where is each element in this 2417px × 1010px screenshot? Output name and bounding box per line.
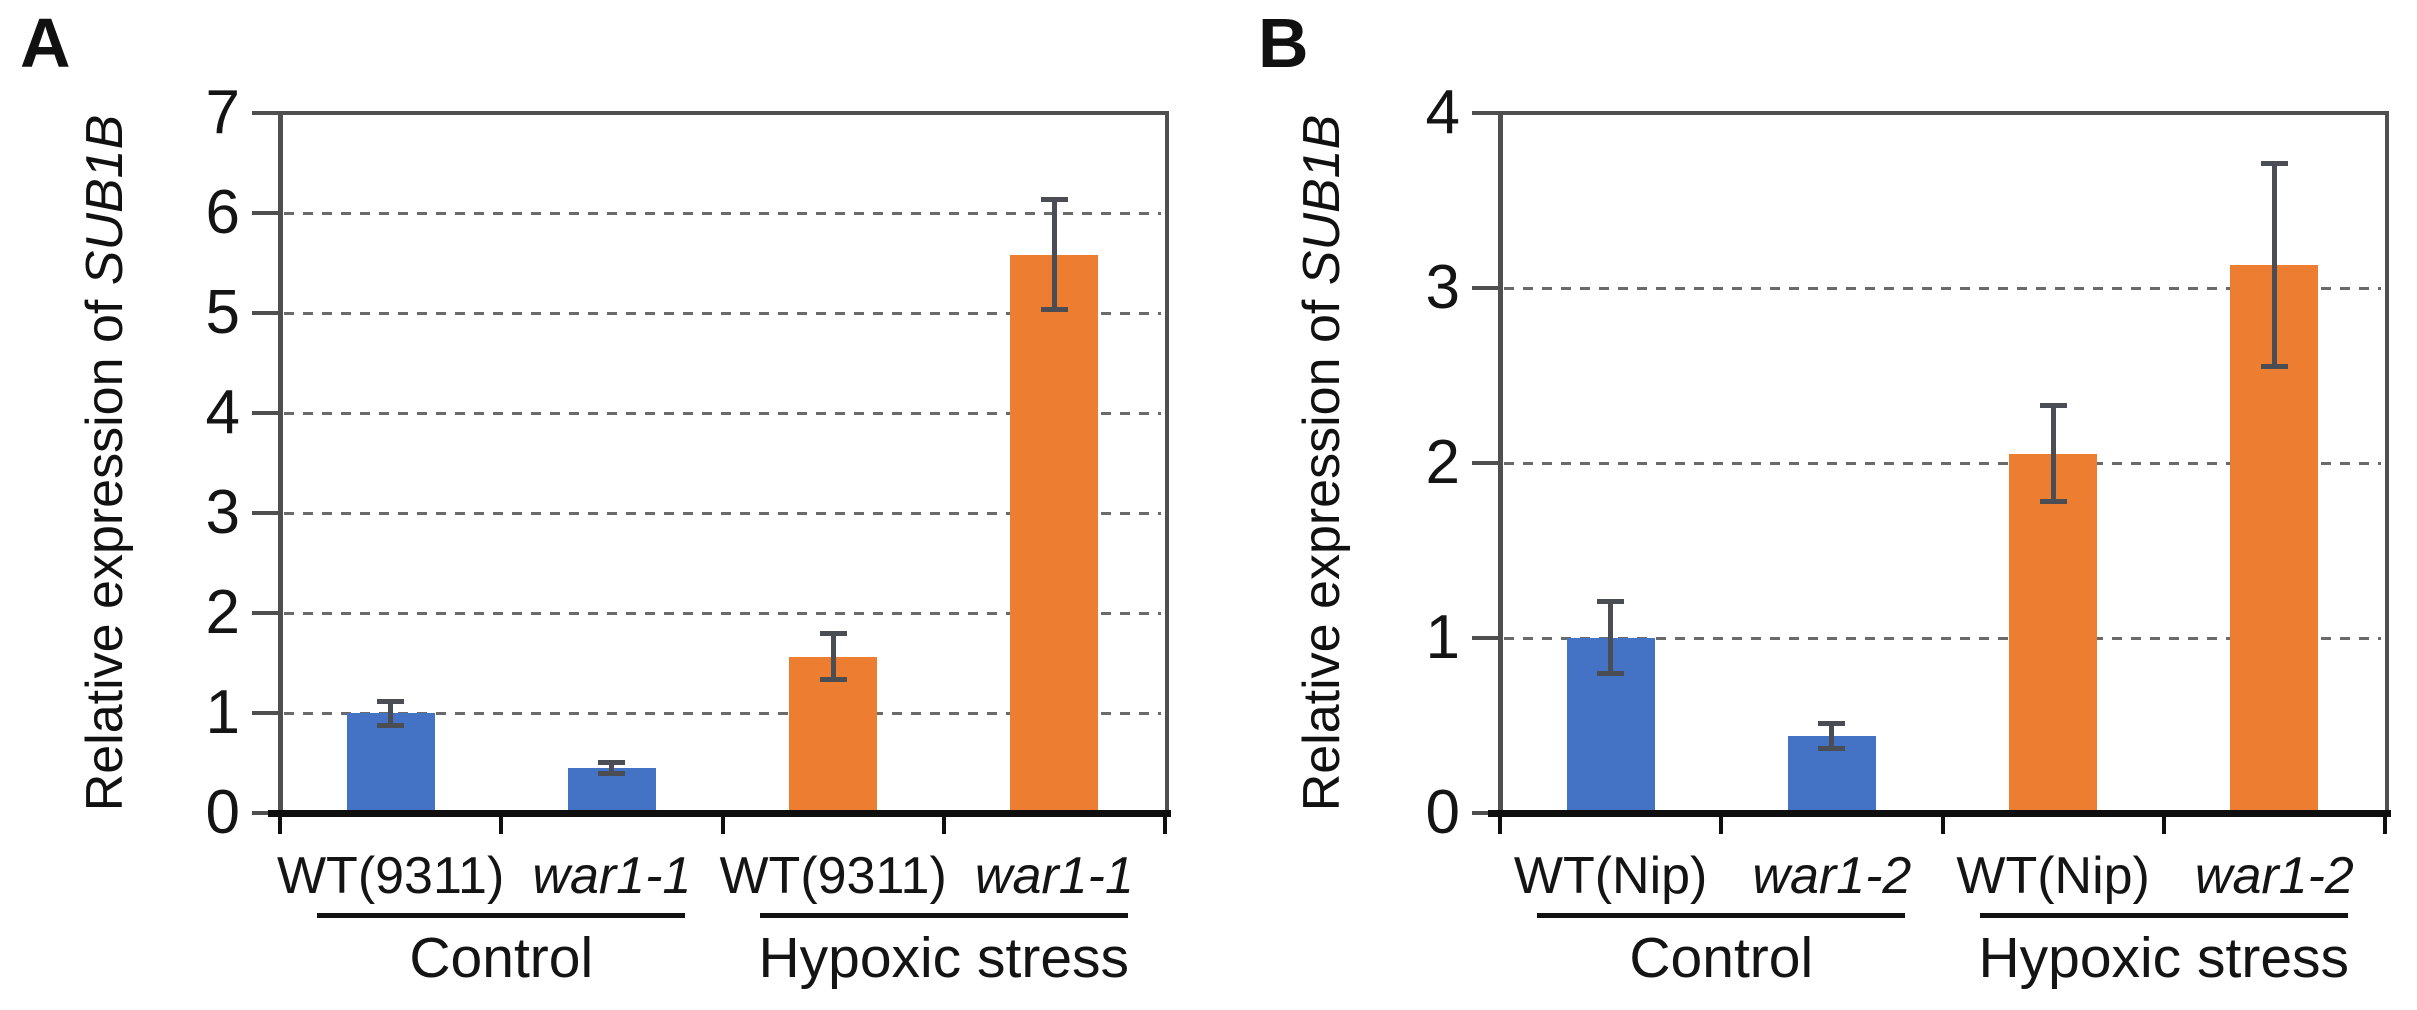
error-bar-line — [830, 633, 836, 679]
bar-wt-9311- — [789, 657, 878, 813]
plot-area — [278, 111, 1169, 813]
x-axis-tick — [499, 816, 504, 834]
y-axis-tick-label: 3 — [205, 478, 240, 547]
x-axis-tick — [2383, 816, 2387, 834]
y-axis-tick — [252, 811, 280, 815]
y-axis-tick — [252, 211, 280, 215]
x-axis-tick — [941, 816, 946, 834]
y-axis-tick-label: 5 — [205, 278, 240, 347]
gridline — [284, 211, 1161, 215]
category-label: WT(Nip) — [1513, 847, 1708, 905]
y-axis-tick — [252, 111, 280, 115]
y-axis-tick-label: 6 — [205, 178, 240, 247]
group-label: Control — [409, 926, 594, 990]
y-axis-tick-label: 7 — [205, 78, 240, 147]
gridline — [284, 311, 1161, 315]
y-axis-tick-label: 1 — [205, 678, 240, 747]
bar-war1-1 — [567, 768, 656, 813]
panel-letter: A — [20, 4, 71, 82]
gridline — [284, 611, 1161, 615]
y-axis-tick-label: 2 — [1425, 428, 1460, 497]
error-bar-cap-top — [1040, 196, 1068, 202]
group-underline — [759, 913, 1128, 918]
y-axis-tick-label: 0 — [1425, 778, 1460, 847]
error-bar-cap-bottom — [598, 770, 626, 776]
group-label: Control — [1629, 926, 1814, 990]
y-axis-tick — [252, 511, 280, 515]
gridline — [1504, 636, 2381, 640]
error-bar-cap-bottom — [1597, 670, 1625, 676]
y-axis-tick — [252, 611, 280, 615]
gridline — [1504, 286, 2381, 290]
group-underline — [1537, 913, 1906, 918]
y-axis-tick — [252, 411, 280, 415]
error-bar-cap-top — [819, 630, 847, 636]
error-bar-line — [1829, 723, 1835, 749]
group-label: Hypoxic stress — [1978, 926, 2350, 990]
category-label: war1-1 — [974, 847, 1134, 905]
gridline — [1504, 461, 2381, 465]
gridline — [284, 711, 1161, 715]
error-bar-cap-bottom — [377, 722, 405, 728]
gridline — [284, 511, 1161, 515]
x-axis-tick — [720, 816, 725, 834]
error-bar-line — [1051, 199, 1057, 309]
error-bar-cap-top — [1597, 598, 1625, 604]
group-underline — [1979, 913, 2348, 918]
bar-wt-9311- — [346, 713, 435, 813]
error-bar-cap-bottom — [2260, 364, 2288, 370]
group-underline — [317, 913, 686, 918]
error-bar-cap-top — [2039, 402, 2067, 408]
group-label: Hypoxic stress — [758, 926, 1130, 990]
y-axis-tick-label: 4 — [1425, 78, 1460, 147]
category-label: WT(Nip) — [1956, 847, 2150, 905]
error-bar-cap-bottom — [2039, 499, 2067, 504]
y-axis-tick — [1472, 811, 1500, 815]
plot-area — [1498, 111, 2389, 813]
y-axis-tick-label: 1 — [1425, 603, 1460, 672]
y-axis-tick — [252, 711, 280, 715]
x-axis-tick — [1163, 816, 1167, 834]
category-label: WT(9311) — [276, 847, 505, 905]
x-axis-line — [1488, 810, 2391, 817]
y-axis-tick-label: 3 — [1425, 253, 1460, 322]
y-axis-tick-label: 0 — [205, 778, 240, 847]
y-axis-tick — [1472, 636, 1500, 640]
error-bar-line — [2050, 405, 2056, 502]
error-bar-line — [2271, 163, 2277, 367]
y-axis-tick-label: 4 — [205, 378, 240, 447]
error-bar-cap-bottom — [1818, 745, 1846, 751]
category-label: WT(9311) — [719, 847, 947, 905]
y-axis-tick — [1472, 286, 1500, 290]
x-axis-tick — [1498, 816, 1502, 834]
error-bar-line — [609, 762, 615, 773]
error-bar-line — [388, 701, 394, 725]
y-axis-tick — [1472, 461, 1500, 465]
y-axis-tick — [252, 311, 280, 315]
error-bar-cap-bottom — [819, 676, 847, 682]
bar-war1-1 — [1010, 255, 1099, 813]
error-bar-cap-bottom — [1040, 306, 1068, 312]
error-bar-cap-top — [377, 698, 405, 704]
y-axis-title-text: Relative expression of — [1293, 285, 1351, 812]
x-axis-tick — [278, 816, 282, 834]
bar-wt-nip- — [2009, 454, 2098, 813]
error-bar-cap-top — [1818, 721, 1846, 727]
y-axis-tick-label: 2 — [205, 578, 240, 647]
x-axis-line — [268, 810, 1171, 817]
error-bar-cap-top — [2260, 161, 2288, 167]
category-label: war1-1 — [532, 847, 692, 905]
x-axis-tick — [1940, 816, 1945, 834]
panel-letter: B — [1258, 4, 1309, 82]
category-label: war1-2 — [1752, 847, 1912, 905]
category-label: war1-2 — [2194, 847, 2354, 905]
y-axis-tick — [1472, 111, 1500, 115]
gridline — [284, 411, 1161, 415]
x-axis-tick — [2161, 816, 2166, 834]
error-bar-cap-top — [598, 759, 626, 765]
x-axis-tick — [1719, 816, 1724, 834]
error-bar-line — [1608, 601, 1614, 673]
